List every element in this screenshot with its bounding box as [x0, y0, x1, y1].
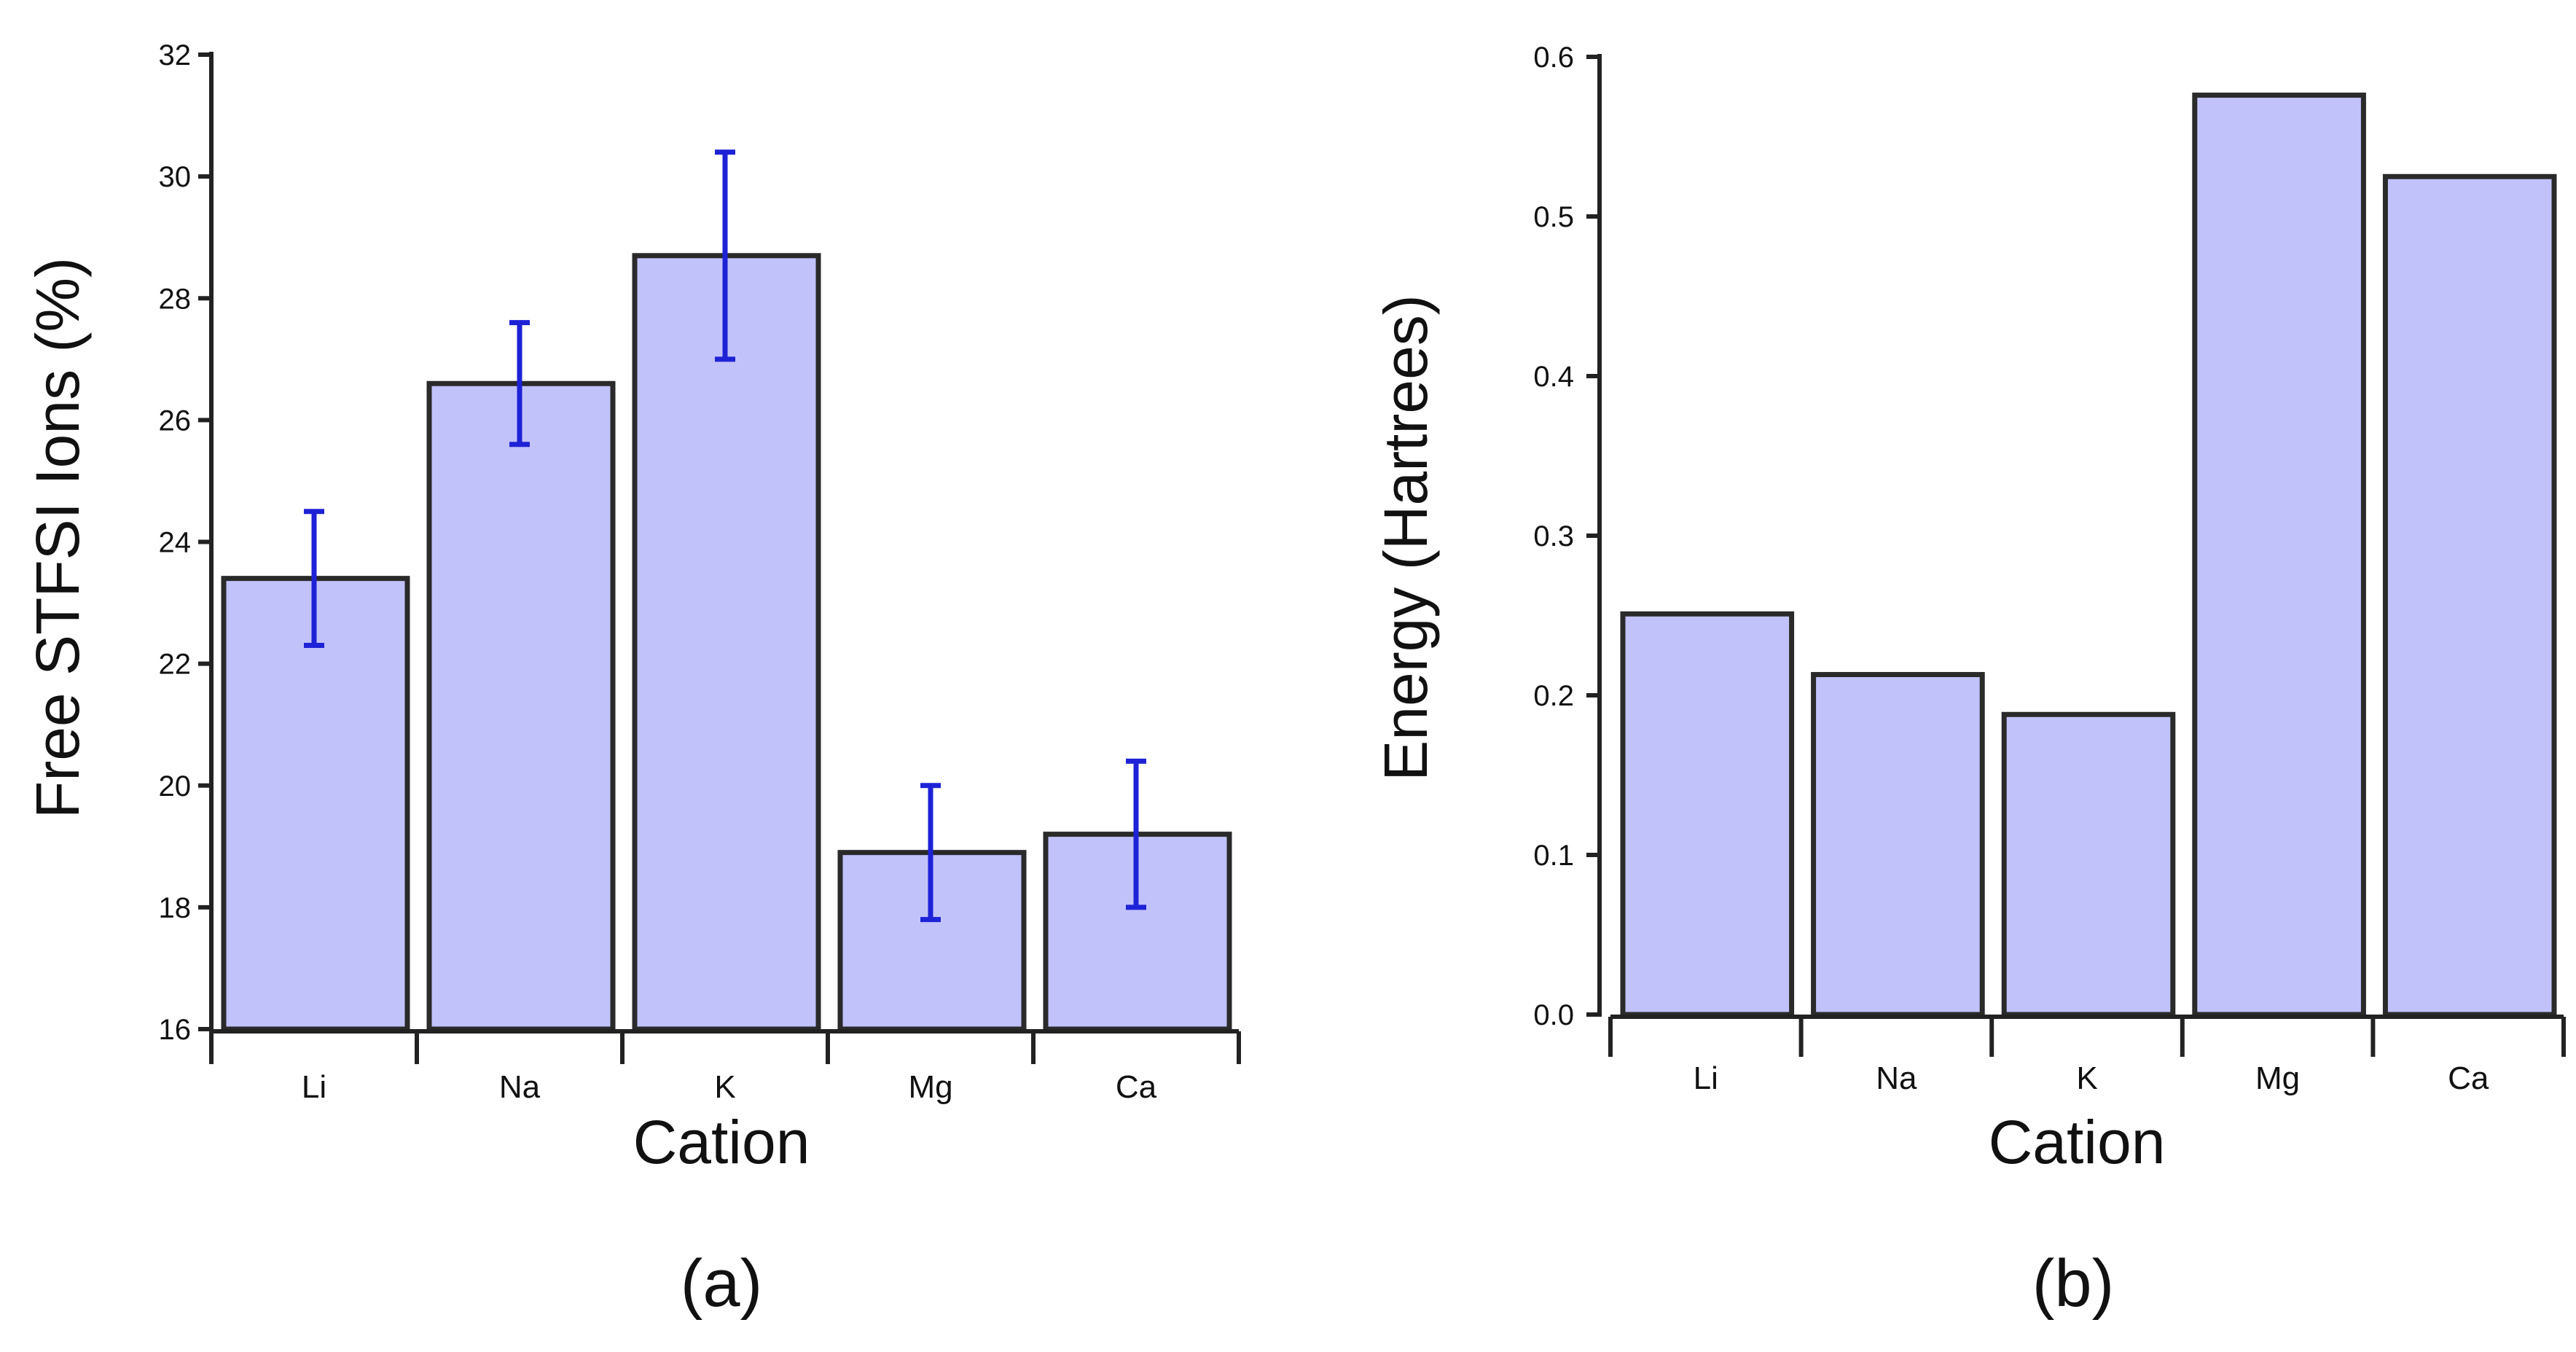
error-bar-li: [304, 509, 324, 649]
x-tick-label: Li: [302, 1069, 326, 1105]
panel-b-y-ticks: 0.0 0.1 0.2 0.3 0.4 0.5 0.6: [1533, 42, 1600, 1031]
panel-a-y-axis-title: Free STFSI Ions (%): [23, 257, 92, 818]
y-tick-label: 0.3: [1533, 520, 1574, 552]
y-tick-label: 32: [159, 39, 192, 71]
panel-a-label: (a): [681, 1246, 762, 1321]
y-tick-label: 0.6: [1533, 42, 1574, 74]
y-tick-label: 22: [159, 649, 192, 681]
x-tick-label: K: [714, 1069, 735, 1105]
error-bar-ca: [1126, 758, 1146, 910]
panel-b-label: (b): [2032, 1246, 2114, 1321]
y-tick-label: 28: [159, 283, 192, 315]
x-tick-label: Na: [1876, 1060, 1917, 1096]
bar-li: [221, 576, 410, 1032]
x-tick-label: Mg: [2255, 1060, 2300, 1096]
x-tick-label: Li: [1694, 1060, 1718, 1096]
x-tick-label: Na: [499, 1069, 541, 1105]
panel-a-x-ticks: Li Na K Mg Ca: [209, 1031, 1241, 1105]
bar-k: [2001, 711, 2176, 1017]
bar-na: [1811, 672, 1985, 1017]
error-bar-mg: [920, 783, 941, 923]
panel-b-y-axis-title: Energy (Hartrees): [1371, 294, 1440, 781]
y-tick-label: 30: [159, 161, 192, 193]
y-tick-label: 0.1: [1533, 840, 1574, 872]
x-tick-label: Ca: [1116, 1069, 1157, 1105]
bar-mg: [2192, 93, 2366, 1017]
panel-a-y-ticks: 16 18 20 22 24 26 28 30 32: [159, 39, 211, 1046]
x-tick-label: Ca: [2448, 1060, 2489, 1096]
y-tick-label: 24: [159, 527, 192, 559]
error-bar-na: [509, 320, 530, 448]
panel-b-x-ticks: Li Na K Mg Ca: [1608, 1017, 2566, 1096]
panel-a-error-bars: [304, 149, 1146, 923]
panel-a-bar-chart: 16 18 20 22 24 26 28 30 32 Li Na K Mg Ca Cation Free…: [23, 39, 1241, 1321]
panel-a-x-axis-title: Cation: [633, 1108, 810, 1176]
y-tick-label: 26: [159, 405, 192, 437]
bar-li: [1620, 611, 1795, 1017]
error-bar-k: [715, 149, 735, 362]
panel-a-bars: [221, 253, 1232, 1032]
x-tick-label: K: [2076, 1060, 2097, 1096]
y-tick-label: 0.2: [1533, 680, 1574, 712]
bar-ca: [2382, 173, 2557, 1017]
y-tick-label: 16: [159, 1014, 192, 1046]
y-tick-label: 0.4: [1533, 361, 1574, 393]
y-tick-label: 0.5: [1533, 201, 1574, 233]
y-tick-label: 0.0: [1533, 999, 1574, 1031]
panel-b-bars: [1620, 93, 2557, 1017]
panel-b-bar-chart: 0.0 0.1 0.2 0.3 0.4 0.5 0.6 Li Na K Mg Ca Cation E…: [1371, 42, 2566, 1321]
bar-na: [426, 380, 616, 1032]
y-tick-label: 18: [159, 892, 192, 924]
x-tick-label: Mg: [908, 1069, 952, 1105]
bar-k: [632, 253, 821, 1032]
y-tick-label: 20: [159, 770, 192, 802]
panel-b-x-axis-title: Cation: [1989, 1108, 2166, 1176]
